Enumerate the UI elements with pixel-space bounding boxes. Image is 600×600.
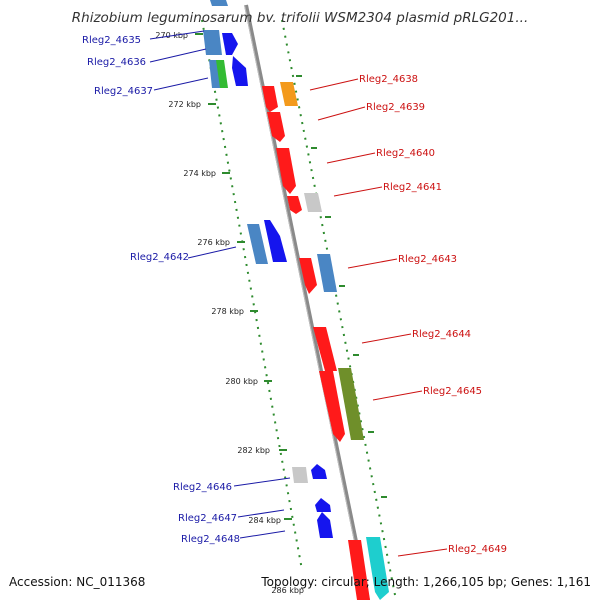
gene-leader-line — [326, 152, 376, 164]
gene-arrow[interactable] — [304, 193, 322, 212]
gene-label: Rleg2_4645 — [423, 386, 482, 397]
gene-leader-line — [187, 246, 237, 259]
scale-tick: 276 kbp — [197, 238, 245, 247]
gene-leader-line — [149, 30, 205, 40]
gene-leader-line — [372, 390, 423, 401]
scale-tick: 272 kbp — [168, 100, 216, 109]
scale-tick: 280 kbp — [225, 377, 272, 386]
gene-label: Rleg2_4637 — [94, 86, 153, 97]
scale-tick-label: 278 kbp — [211, 307, 244, 316]
gene-arrow[interactable] — [203, 30, 222, 55]
topology-summary: Topology: circular; Length: 1,266,105 bp… — [261, 575, 591, 589]
gene-leader-line — [317, 106, 366, 121]
gene-arrow[interactable] — [366, 537, 389, 600]
gene-label: Rleg2_4644 — [412, 329, 471, 340]
gene-leader-line — [361, 333, 412, 344]
gene-arrow[interactable] — [216, 60, 228, 88]
gene-label: Rleg2_4639 — [366, 102, 425, 113]
scale-tick: 274 kbp — [183, 169, 230, 178]
gene-arrow[interactable] — [317, 254, 337, 292]
gene-leader-line — [239, 530, 286, 539]
gene-leader-line — [237, 509, 285, 518]
gene-label: Rleg2_4638 — [359, 74, 418, 85]
scale-tick-label: 272 kbp — [168, 100, 201, 109]
gene-label: Rleg2_4647 — [178, 513, 237, 524]
gene-arrow[interactable] — [317, 512, 333, 538]
scale-tick-label: 280 kbp — [225, 377, 258, 386]
gene-leader-line — [309, 78, 359, 91]
gene-leader-line — [149, 48, 207, 63]
scale-tick: 286 kbp — [271, 586, 304, 595]
gene-label: Rleg2_4636 — [87, 57, 146, 68]
gene-label: Rleg2_4640 — [376, 148, 435, 159]
gene-leader-line — [397, 548, 448, 557]
gene-arrow[interactable] — [299, 258, 317, 294]
gene-leader-line — [333, 186, 383, 197]
scale-tick-label: 284 kbp — [248, 516, 281, 525]
gene-arrow[interactable] — [315, 498, 331, 512]
gene-arrow[interactable] — [222, 33, 238, 55]
scale-tick-label: 282 kbp — [237, 446, 270, 455]
map-title: Rhizobium leguminosarum bv. trifolii WSM… — [71, 10, 529, 26]
genome-backbone-highlight — [244, 4, 367, 600]
gene-label: Rleg2_4642 — [130, 252, 189, 263]
gene-arrow[interactable] — [287, 196, 302, 214]
gene-arrow[interactable] — [280, 82, 298, 106]
gene-arrow[interactable] — [247, 224, 268, 264]
gene-leader-lines — [149, 30, 448, 557]
gene-labels: Rleg2_4635 Rleg2_4636 Rleg2_4637 Rleg2_4… — [82, 35, 507, 555]
strand-ticks — [296, 75, 387, 498]
gene-leader-line — [233, 477, 291, 487]
gene-arrow[interactable] — [348, 540, 370, 600]
accession-text: Accession: NC_011368 — [9, 575, 146, 589]
gene-arrow[interactable] — [210, 0, 228, 6]
gene-leader-line — [153, 77, 209, 91]
gene-arrow[interactable] — [264, 220, 287, 262]
gene-arrow[interactable] — [267, 112, 285, 142]
scale-tick-label: 276 kbp — [197, 238, 230, 247]
scale-tick-label: 286 kbp — [271, 586, 304, 595]
scale-tick: 282 kbp — [237, 446, 287, 455]
gene-leader-line — [347, 258, 398, 269]
scale-tick: 278 kbp — [211, 307, 258, 316]
gene-label: Rleg2_4646 — [173, 482, 232, 493]
gene-arrow[interactable] — [311, 464, 327, 479]
gene-shapes — [203, 0, 389, 600]
gene-label: Rleg2_4641 — [383, 182, 442, 193]
gene-arrow[interactable] — [232, 56, 248, 86]
gene-arrow[interactable] — [319, 371, 345, 442]
gene-arrow[interactable] — [262, 86, 278, 112]
scale-tick-label: 274 kbp — [183, 169, 216, 178]
gene-label: Rleg2_4635 — [82, 35, 141, 46]
gene-arrow[interactable] — [276, 148, 296, 194]
gene-label: Rleg2_4649 — [448, 544, 507, 555]
gene-label: Rleg2_4648 — [181, 534, 240, 545]
gene-arrow[interactable] — [292, 467, 308, 483]
gene-arrow[interactable] — [313, 327, 337, 371]
gene-arrow[interactable] — [338, 368, 364, 440]
scale-tick: 284 kbp — [248, 516, 292, 525]
gene-label: Rleg2_4643 — [398, 254, 457, 265]
